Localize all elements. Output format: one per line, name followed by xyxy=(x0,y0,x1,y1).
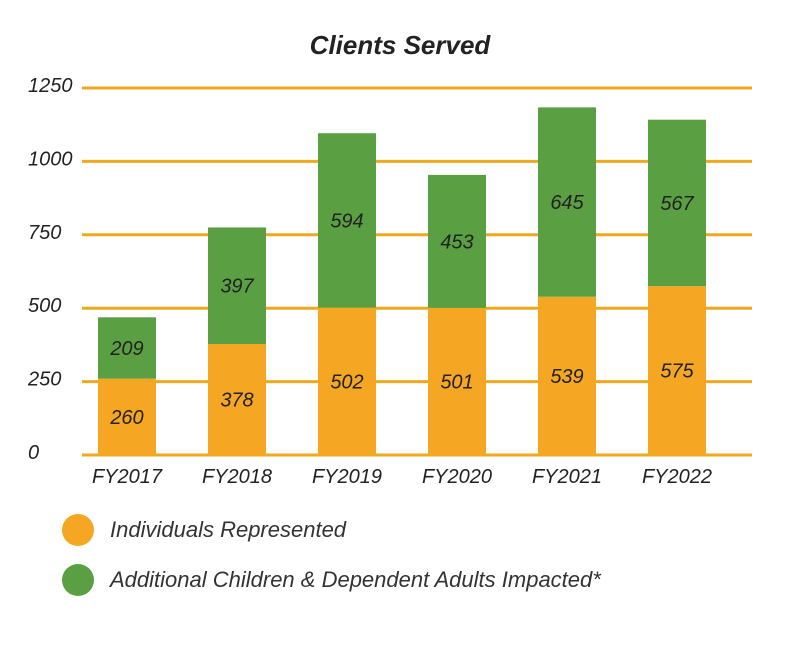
y-tick-label-0: 0 xyxy=(28,442,39,464)
x-axis-ticks: FY2017 FY2018 FY2019 FY2020 FY2021 FY2022 xyxy=(92,466,712,488)
y-tick-label-3: 750 xyxy=(28,222,61,244)
bar-FY2022-series-1 xyxy=(648,119,706,287)
legend-swatch-individuals xyxy=(62,514,94,546)
y-tick-label-4: 1000 xyxy=(28,148,73,170)
data-label-FY2020-series-1: 453 xyxy=(440,231,473,253)
legend-label-individuals: Individuals Represented xyxy=(110,517,347,542)
bar-FY2019-series-1 xyxy=(318,133,376,308)
bar-FY2017-series-0 xyxy=(98,378,156,455)
bars xyxy=(98,107,706,455)
data-label-FY2021-series-1: 645 xyxy=(550,192,584,214)
data-label-FY2021-series-0: 539 xyxy=(550,366,583,388)
y-axis-ticks: 0 250 500 750 1000 1250 xyxy=(27,75,73,464)
bar-FY2017-series-1 xyxy=(98,317,156,379)
x-tick-label-4: FY2021 xyxy=(532,466,602,488)
legend-label-additional: Additional Children & Dependent Adults I… xyxy=(110,567,601,592)
y-tick-label-5: 1250 xyxy=(28,75,73,97)
legend-swatch-additional xyxy=(62,564,94,596)
data-label-FY2020-series-0: 501 xyxy=(440,371,473,393)
bar-FY2020-series-0 xyxy=(428,307,486,455)
data-labels: 260 209 378 397 502 594 501 453 539 645 575 567 xyxy=(109,192,694,429)
bar-FY2018-series-0 xyxy=(208,344,266,455)
x-tick-label-3: FY2020 xyxy=(422,466,492,488)
chart-title: Clients Served xyxy=(309,30,491,60)
x-tick-label-0: FY2017 xyxy=(92,466,163,488)
bar-FY2021-series-1 xyxy=(538,107,596,297)
legend-item-additional: Additional Children & Dependent Adults I… xyxy=(62,562,601,598)
bar-FY2020-series-1 xyxy=(428,174,486,308)
data-label-FY2022-series-1: 567 xyxy=(660,193,694,215)
x-tick-label-1: FY2018 xyxy=(202,466,272,488)
bar-FY2018-series-1 xyxy=(208,227,266,345)
data-label-FY2018-series-0: 378 xyxy=(220,390,253,412)
legend: Individuals Represented Additional Child… xyxy=(62,512,601,612)
data-label-FY2018-series-1: 397 xyxy=(220,276,254,298)
bar-FY2021-series-0 xyxy=(538,296,596,455)
data-label-FY2019-series-1: 594 xyxy=(330,210,363,232)
data-label-FY2017-series-0: 260 xyxy=(109,407,143,429)
y-tick-label-2: 500 xyxy=(28,295,61,317)
gridlines xyxy=(82,86,752,457)
x-tick-label-5: FY2022 xyxy=(642,466,712,488)
data-label-FY2022-series-0: 575 xyxy=(660,361,694,383)
bar-FY2022-series-0 xyxy=(648,286,706,455)
legend-item-individuals: Individuals Represented xyxy=(62,512,601,548)
data-label-FY2017-series-1: 209 xyxy=(109,338,143,360)
plot-area: 0 250 500 750 1000 1250 260 209 378 397 502 594 501… xyxy=(27,75,752,488)
data-label-FY2019-series-0: 502 xyxy=(330,371,363,393)
y-tick-label-1: 250 xyxy=(27,369,61,391)
x-tick-label-2: FY2019 xyxy=(312,466,382,488)
bar-FY2019-series-0 xyxy=(318,307,376,455)
